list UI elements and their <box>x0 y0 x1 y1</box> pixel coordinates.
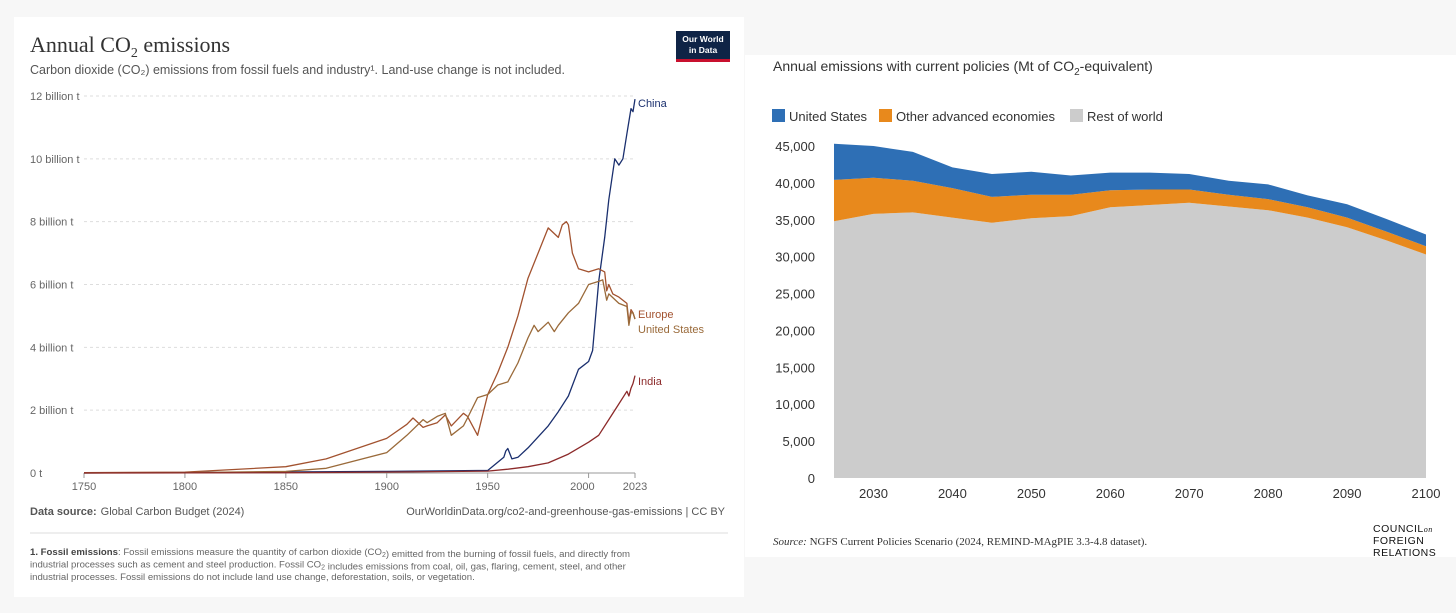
cfr-logo[interactable]: COUNCILon FOREIGN RELATIONS <box>1373 523 1436 559</box>
area-united-states[interactable] <box>834 143 1426 247</box>
x-axis: 1750 1800 1850 1900 1950 2000 2023 <box>72 473 647 493</box>
series-lines <box>83 98 636 474</box>
series-label: China <box>638 98 668 110</box>
x-tick-label: 1800 <box>173 481 197 493</box>
series-line-united-states[interactable] <box>83 279 636 474</box>
owid-chart-panel: Annual CO2 emissions Carbon dioxide (CO₂… <box>14 17 744 597</box>
series-label: India <box>638 376 663 388</box>
y-tick-label: 0 <box>808 471 815 486</box>
series-labels: China Europe United States India <box>638 98 705 388</box>
cfr-chart: Annual emissions with current policies (… <box>772 58 1440 559</box>
y-tick-label: 12 billion t <box>30 91 80 103</box>
y-axis: 0 t 2 billion t 4 billion t 6 billion t 8 bi… <box>30 91 635 480</box>
cfr-logo-line2: FOREIGN <box>1373 535 1424 547</box>
series-line-india[interactable] <box>83 375 636 474</box>
legend-swatch <box>879 109 892 122</box>
owid-chart: Annual CO2 emissions Carbon dioxide (CO₂… <box>30 31 730 583</box>
legend-swatch <box>1070 109 1083 122</box>
legend-label: Rest of world <box>1087 109 1163 124</box>
legend-swatch <box>772 109 785 122</box>
cfr-logo-line1: COUNCILon <box>1373 523 1433 535</box>
x-tick-label: 2080 <box>1254 486 1283 501</box>
x-tick-label: 2050 <box>1017 486 1046 501</box>
y-tick-label: 0 t <box>30 468 42 480</box>
series-label: United States <box>638 324 705 336</box>
y-tick-label: 35,000 <box>775 213 815 228</box>
cfr-chart-title: Annual emissions with current policies (… <box>773 58 1153 78</box>
owid-logo[interactable]: Our World in Data <box>676 31 730 62</box>
series-label: Europe <box>638 309 673 321</box>
y-tick-label: 8 billion t <box>30 217 73 229</box>
cfr-chart-panel: Annual emissions with current policies (… <box>745 55 1456 559</box>
cfr-logo-line3: RELATIONS <box>1373 547 1436 557</box>
x-axis: 2030 2040 2050 2060 2070 2080 2090 2100 <box>859 486 1440 501</box>
y-tick-label: 40,000 <box>775 176 815 191</box>
y-tick-label: 4 billion t <box>30 342 73 354</box>
data-source: Data source: Global Carbon Budget (2024) <box>30 506 244 518</box>
stacked-areas <box>834 143 1426 479</box>
source-link[interactable]: OurWorldinData.org/co2-and-greenhouse-ga… <box>406 506 725 518</box>
x-tick-label: 1950 <box>475 481 499 493</box>
y-tick-label: 30,000 <box>775 250 815 265</box>
x-tick-label: 1850 <box>274 481 298 493</box>
x-tick-label: 2000 <box>570 481 594 493</box>
x-tick-label: 2070 <box>1175 486 1204 501</box>
x-tick-label: 2040 <box>938 486 967 501</box>
x-tick-label: 1750 <box>72 481 96 493</box>
cfr-source: Source: NGFS Current Policies Scenario (… <box>773 536 1147 548</box>
chart-subtitle: Carbon dioxide (CO₂) emissions from foss… <box>30 63 565 77</box>
x-tick-label: 1900 <box>375 481 399 493</box>
y-tick-label: 15,000 <box>775 360 815 375</box>
logo-text-line1: Our World <box>682 34 723 44</box>
y-axis: 0 5,000 10,000 15,000 20,000 25,000 30,000 35,0… <box>775 139 815 486</box>
legend-label: United States <box>789 109 868 124</box>
footnote-line: 1. Fossil emissions: Fossil emissions me… <box>30 547 630 560</box>
legend-label: Other advanced economies <box>896 109 1055 124</box>
y-tick-label: 5,000 <box>782 434 815 449</box>
footnote-line: industrial processes such as cement and … <box>30 560 627 573</box>
footnote-line: industrial processes. Fossil emissions d… <box>30 572 475 583</box>
area-other-advanced-economies[interactable] <box>834 177 1426 255</box>
x-tick-label: 2030 <box>859 486 888 501</box>
x-tick-label: 2090 <box>1333 486 1362 501</box>
x-tick-label: 2023 <box>623 481 647 493</box>
y-gridlines <box>84 95 635 411</box>
footnote: 1. Fossil emissions: Fossil emissions me… <box>30 547 630 583</box>
y-tick-label: 10,000 <box>775 397 815 412</box>
y-tick-label: 25,000 <box>775 287 815 302</box>
x-tick-label: 2060 <box>1096 486 1125 501</box>
x-tick-label: 2100 <box>1412 486 1441 501</box>
legend: United States Other advanced economies Res… <box>772 109 1163 124</box>
logo-text-line2: in Data <box>689 45 718 55</box>
y-tick-label: 45,000 <box>775 139 815 154</box>
y-tick-label: 20,000 <box>775 323 815 338</box>
series-line-china[interactable] <box>83 98 636 474</box>
chart-title: Annual CO2 emissions <box>30 32 230 61</box>
y-tick-label: 2 billion t <box>30 405 73 417</box>
y-tick-label: 10 billion t <box>30 154 80 166</box>
y-tick-label: 6 billion t <box>30 280 73 292</box>
area-rest-of-world[interactable] <box>834 202 1426 479</box>
series-line-europe[interactable] <box>83 221 636 474</box>
